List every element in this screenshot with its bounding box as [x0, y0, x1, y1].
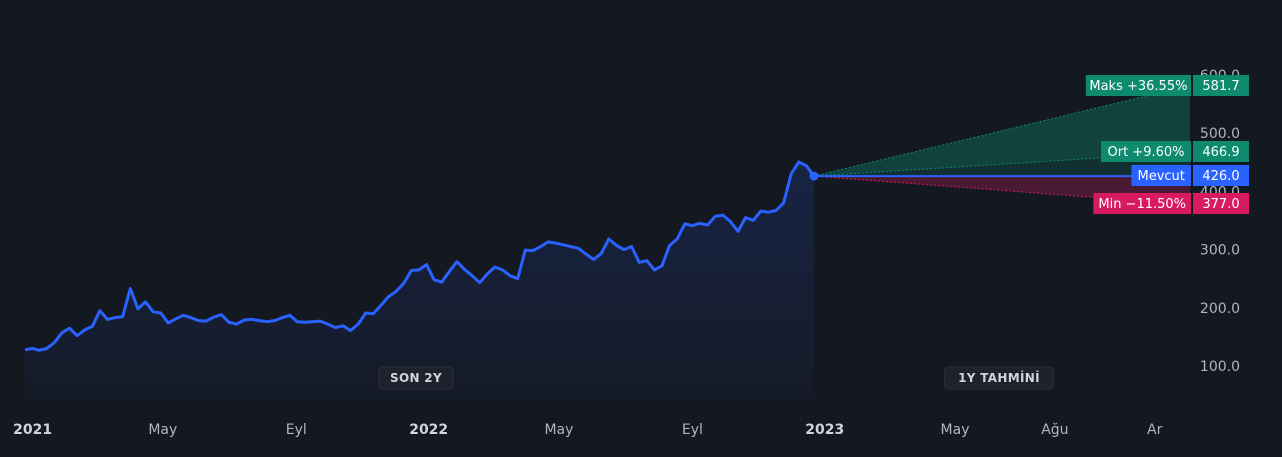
past-period-label-text: SON 2Y	[390, 371, 442, 385]
forecast-avg-tag-label-bg	[1101, 141, 1191, 162]
forecast-period-label: 1Y TAHMİNİ	[944, 366, 1054, 390]
x-tick-label: Ar	[1147, 422, 1163, 438]
forecast-min-line	[813, 175, 1191, 206]
x-tick-label: 2021	[13, 422, 52, 438]
forecast-max-tag-label-bg	[1085, 75, 1191, 96]
forecast-current-tag-value: 426.0	[1202, 169, 1239, 184]
forecast-min-tag-label-bg	[1093, 193, 1191, 214]
forecast-avg-tag-value-bg	[1193, 141, 1249, 162]
x-axis: 2021 May Eyl 2022 May Eyl 2023 May Ağu Ar	[13, 422, 1162, 438]
forecast-max-tag-value-bg	[1193, 75, 1249, 96]
forecast-min-tag-label: Min −11.50%	[1098, 197, 1186, 212]
x-tick-label: 2023	[805, 422, 844, 438]
forecast-current-tag-value-bg	[1193, 165, 1249, 186]
price-area	[25, 162, 814, 400]
forecast-period-label-bg	[944, 366, 1054, 390]
section-labels: SON 2Y 1Y TAHMİNİ	[378, 366, 1054, 390]
forecast-avg-tag: Ort +9.60% 466.9	[1101, 141, 1249, 162]
forecast-avg-line	[813, 151, 1191, 177]
forecast-max-tag-value: 581.7	[1202, 79, 1239, 94]
x-tick-label: May	[544, 422, 573, 438]
past-period-label: SON 2Y	[378, 366, 454, 390]
past-period-label-bg	[378, 366, 454, 390]
forecast-current-tag: Mevcut 426.0	[1131, 165, 1249, 186]
forecast-min-tag: Min −11.50% 377.0	[1093, 193, 1249, 214]
price-line-layer	[24, 160, 819, 352]
y-tick-label: 500.0	[1200, 126, 1240, 142]
forecast-avg-tag-label: Ort +9.60%	[1108, 145, 1185, 160]
forecast-tags: Maks +36.55% 581.7 Ort +9.60% 466.9 Mevcut 42…	[1085, 75, 1249, 214]
price-line	[24, 160, 816, 352]
forecast-current-tag-label: Mevcut	[1137, 169, 1184, 184]
x-tick-label: Eyl	[682, 422, 703, 438]
x-tick-label: May	[941, 422, 970, 438]
forecast-current-tag-label-bg	[1131, 165, 1191, 186]
x-tick-label: 2022	[409, 422, 448, 438]
forecast-max-tag: Maks +36.55% 581.7	[1085, 75, 1249, 96]
y-tick-label: 200.0	[1200, 301, 1240, 317]
forecast-min-tag-value: 377.0	[1202, 197, 1239, 212]
area-layer	[25, 162, 814, 400]
x-tick-label: May	[148, 422, 177, 438]
forecast-layer	[813, 84, 1191, 206]
y-tick-label: 100.0	[1200, 359, 1240, 375]
current-point	[809, 171, 819, 181]
y-tick-label: 300.0	[1200, 243, 1240, 259]
x-tick-label: Ağu	[1041, 422, 1068, 438]
forecast-max-line	[813, 84, 1191, 177]
forecast-max-tag-label: Maks +36.55%	[1089, 79, 1187, 94]
forecast-avg-tag-value: 466.9	[1202, 145, 1239, 160]
forecast-period-label-text: 1Y TAHMİNİ	[958, 370, 1040, 385]
x-tick-label: Eyl	[286, 422, 307, 438]
forecast-min-tag-value-bg	[1193, 193, 1249, 214]
